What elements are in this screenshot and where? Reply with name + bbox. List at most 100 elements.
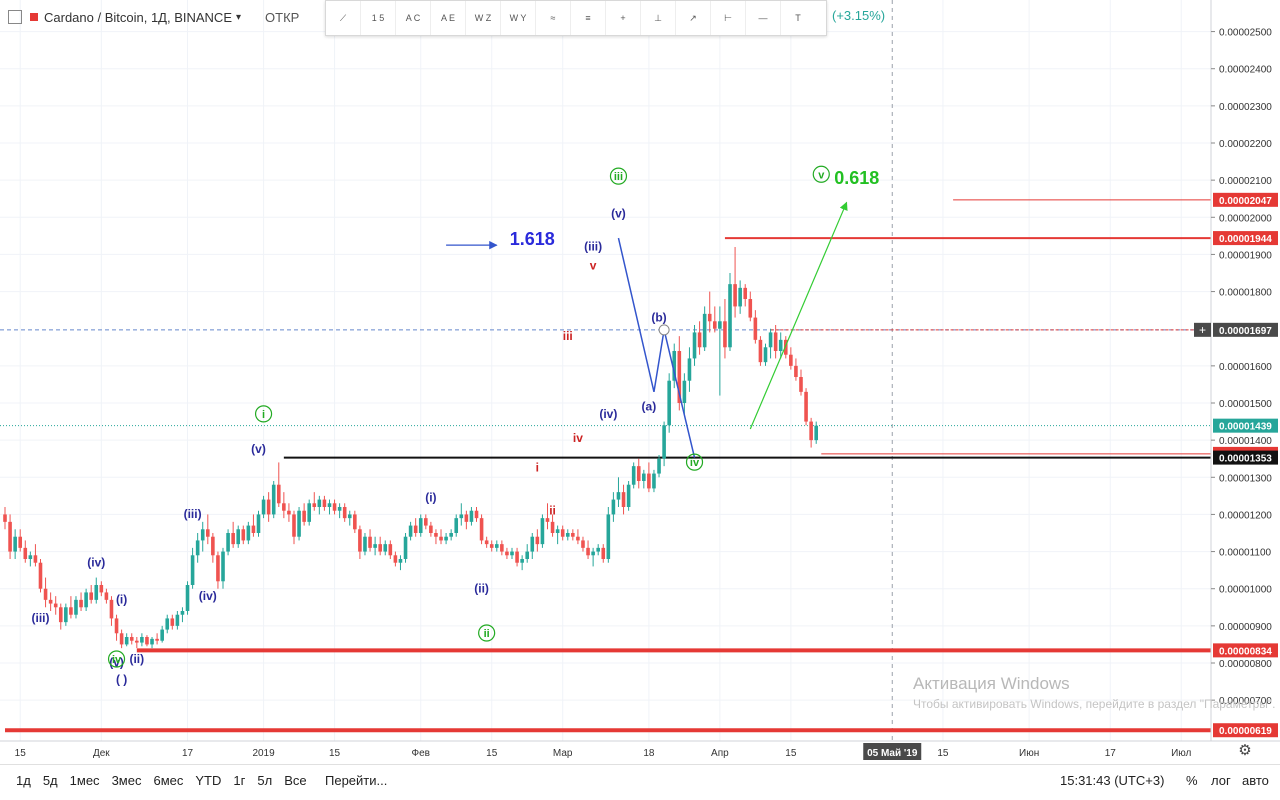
candle[interactable] <box>292 510 296 545</box>
candle[interactable] <box>814 421 818 444</box>
range-button-1[interactable]: 5д <box>42 773 58 788</box>
candle[interactable] <box>616 477 621 507</box>
candle[interactable] <box>109 596 114 626</box>
candle[interactable] <box>195 533 200 563</box>
candle[interactable] <box>84 588 88 611</box>
candle[interactable] <box>140 633 144 647</box>
candle[interactable] <box>738 280 742 314</box>
candle[interactable] <box>388 540 393 559</box>
candle[interactable] <box>707 291 712 333</box>
candle[interactable] <box>185 581 190 615</box>
candle[interactable] <box>479 514 484 545</box>
candle[interactable] <box>383 540 388 556</box>
candle[interactable] <box>789 347 793 370</box>
candle[interactable] <box>38 559 43 593</box>
trend-line-tool-icon[interactable]: ⟋ <box>326 1 361 35</box>
candle[interactable] <box>591 547 595 567</box>
pattern-wy-tool-icon[interactable]: W Y <box>501 1 536 35</box>
crosshair-tool-icon[interactable]: + <box>606 1 641 35</box>
candle[interactable] <box>104 588 109 604</box>
candle[interactable] <box>474 507 479 522</box>
candle[interactable] <box>363 533 367 556</box>
candle[interactable] <box>398 555 403 571</box>
pattern-wz-tool-icon[interactable]: W Z <box>466 1 501 35</box>
candle[interactable] <box>99 581 104 597</box>
candle[interactable] <box>33 544 38 567</box>
candle[interactable] <box>444 533 448 545</box>
candle[interactable] <box>647 462 651 493</box>
date-range-tool-icon[interactable]: ⊢ <box>711 1 746 35</box>
candle[interactable] <box>464 510 469 530</box>
candle[interactable] <box>241 525 246 545</box>
candle[interactable] <box>145 635 149 647</box>
candle[interactable] <box>783 336 788 359</box>
candle[interactable] <box>413 518 418 537</box>
candle[interactable] <box>236 525 241 548</box>
candle[interactable] <box>282 492 286 519</box>
candle[interactable] <box>434 529 438 545</box>
collapse-icon[interactable] <box>8 10 22 24</box>
candle[interactable] <box>657 455 661 478</box>
candle[interactable] <box>135 637 139 649</box>
candle[interactable] <box>89 585 93 604</box>
candle[interactable] <box>64 603 68 626</box>
range-button-3[interactable]: 3мес <box>111 773 142 788</box>
candle[interactable] <box>418 514 423 537</box>
candle[interactable] <box>682 373 687 415</box>
candle[interactable] <box>505 547 509 559</box>
candle[interactable] <box>8 514 12 559</box>
candle[interactable] <box>119 629 124 649</box>
range-button-5[interactable]: YTD <box>195 773 222 788</box>
time-axis[interactable]: 15 Дек 17 2019 15 Фев 15 Мар 18 Апр 15 15 Июн 17 Июл 05… <box>0 740 1280 764</box>
candle[interactable] <box>342 503 347 522</box>
candle[interactable] <box>368 529 372 552</box>
candle[interactable] <box>18 529 23 552</box>
candle[interactable] <box>48 592 53 611</box>
goto-button[interactable]: Перейти... <box>325 773 388 788</box>
candle[interactable] <box>322 495 327 511</box>
candle[interactable] <box>251 514 256 537</box>
candle[interactable] <box>545 503 550 530</box>
candle[interactable] <box>636 458 641 489</box>
candle[interactable] <box>332 499 337 515</box>
candle[interactable] <box>271 481 276 519</box>
arrow-tool-icon[interactable]: ↗ <box>676 1 711 35</box>
candle[interactable] <box>778 332 783 359</box>
candle[interactable] <box>611 492 616 522</box>
candle[interactable] <box>652 469 656 493</box>
candle[interactable] <box>510 547 514 559</box>
candle[interactable] <box>337 503 342 519</box>
candle[interactable] <box>626 481 631 511</box>
candle[interactable] <box>261 495 266 519</box>
candle[interactable] <box>69 596 73 619</box>
candle[interactable] <box>13 529 17 559</box>
candle[interactable] <box>429 521 433 537</box>
candle[interactable] <box>525 544 530 563</box>
candle[interactable] <box>631 462 636 489</box>
candle[interactable] <box>728 273 732 351</box>
candle[interactable] <box>180 607 185 623</box>
candle[interactable] <box>28 551 33 567</box>
pattern-15-tool-icon[interactable]: 1 5 <box>361 1 396 35</box>
candle[interactable] <box>211 533 215 563</box>
candle[interactable] <box>129 633 134 645</box>
candle[interactable] <box>150 637 154 649</box>
candle[interactable] <box>799 369 803 396</box>
auto-toggle[interactable]: авто <box>1242 773 1269 788</box>
candle[interactable] <box>520 555 524 571</box>
range-button-8[interactable]: Все <box>284 773 307 788</box>
candle[interactable] <box>581 536 585 552</box>
candle[interactable] <box>484 536 489 548</box>
candle[interactable] <box>317 495 322 515</box>
candle[interactable] <box>43 577 48 608</box>
candle[interactable] <box>748 291 753 322</box>
candle[interactable] <box>327 499 332 515</box>
candle[interactable] <box>596 544 600 556</box>
candle[interactable] <box>170 614 175 630</box>
candle[interactable] <box>160 625 164 643</box>
candle[interactable] <box>550 514 555 537</box>
plus-icon[interactable]: + <box>1199 323 1206 337</box>
candle[interactable] <box>3 507 7 530</box>
range-button-0[interactable]: 1д <box>16 773 31 788</box>
candle[interactable] <box>702 306 707 351</box>
